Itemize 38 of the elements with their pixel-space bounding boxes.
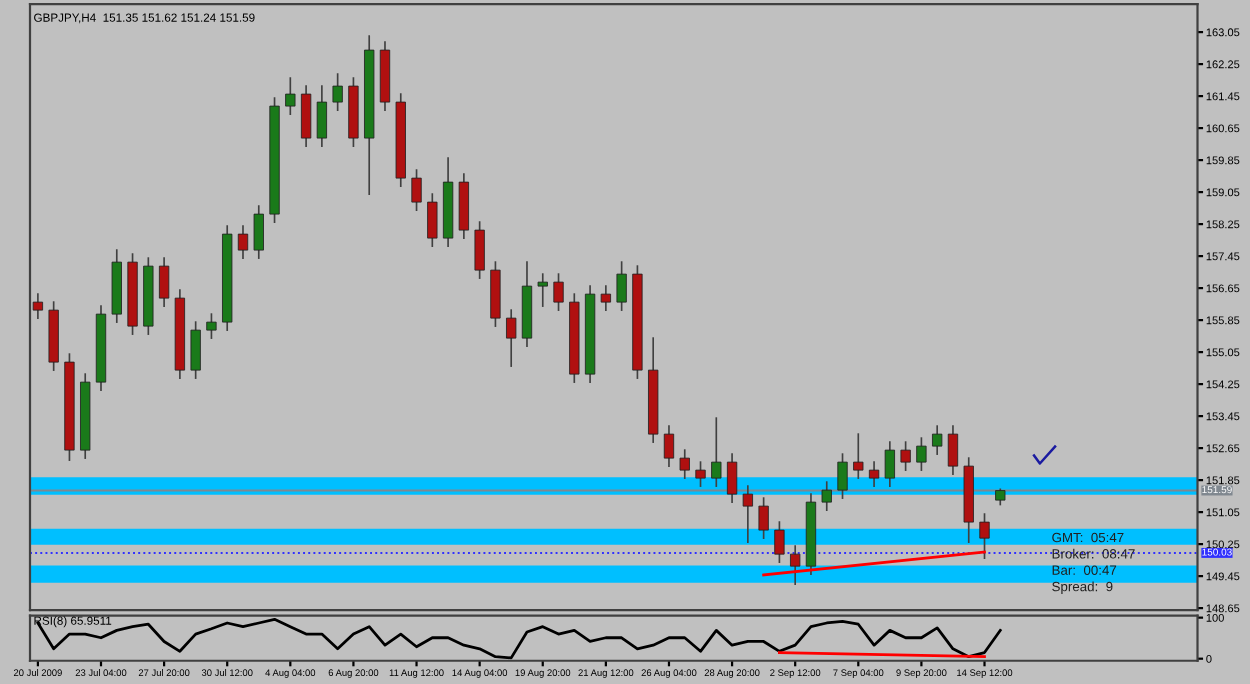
candlestick [884,441,895,487]
candlestick [300,85,312,147]
candlestick [726,453,738,503]
line-series [36,617,1002,660]
candlestick [868,461,880,487]
candlestick [537,273,548,307]
candlestick [774,521,785,563]
candlestick [190,321,201,379]
candlestick [711,417,722,487]
candlestick [853,433,864,479]
candlestick [821,481,832,511]
candlestick [206,313,217,339]
candlestick [506,309,517,367]
candlestick [285,77,296,115]
candlestick [790,545,801,585]
candlestick [332,73,343,111]
candlestick [253,205,264,259]
candlestick [158,257,170,307]
candlestick [900,441,911,471]
candlestick [663,425,675,467]
candlestick [616,261,627,311]
candlestick [474,221,485,279]
candlestick [237,225,249,259]
candlestick [742,485,754,543]
candlestick [916,437,927,471]
candlestick [947,425,959,475]
candlestick [837,453,848,499]
candlestick [411,169,422,211]
candlestick [553,273,564,311]
candlestick [932,425,943,455]
candlestick [427,193,438,247]
candlestick [458,173,470,239]
candlestick [758,497,769,539]
candlestick [316,85,328,147]
candlestick [600,285,612,311]
candlestick [679,449,690,479]
candlestick [695,461,706,487]
candlestick [979,513,990,559]
